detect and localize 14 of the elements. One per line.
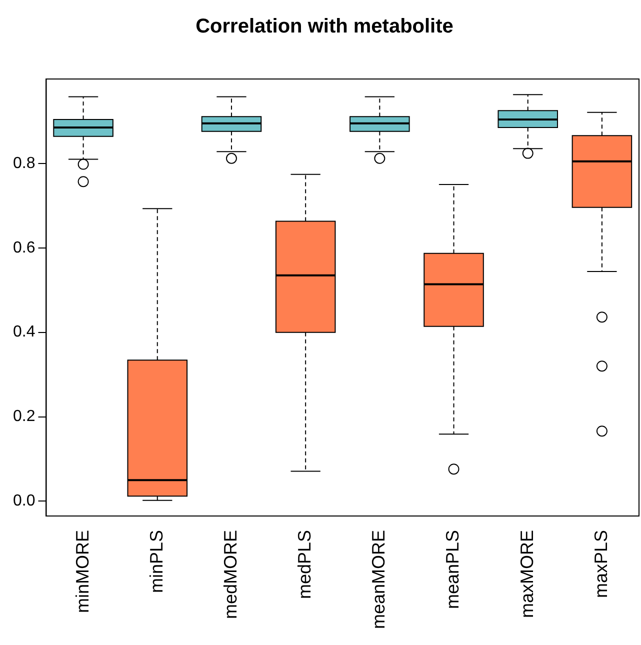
x-tick-label: minMORE [72, 530, 92, 613]
chart-title: Correlation with metabolite [196, 16, 454, 38]
x-tick-label: medPLS [294, 530, 315, 600]
x-tick-label: minPLS [146, 530, 166, 594]
y-tick-label: 0.2 [12, 408, 36, 426]
x-tick-label: maxPLS [590, 530, 611, 598]
y-tick-label: 0.6 [12, 239, 36, 256]
x-tick-label: meanMORE [368, 530, 389, 630]
y-tick-label: 0.8 [12, 154, 36, 172]
y-tick-label: 0.4 [12, 324, 36, 341]
x-tick-label: medMORE [220, 530, 240, 619]
x-tick-label: maxMORE [516, 530, 537, 618]
y-tick-label: 0.0 [12, 492, 36, 510]
x-tick-label: meanPLS [442, 530, 463, 610]
